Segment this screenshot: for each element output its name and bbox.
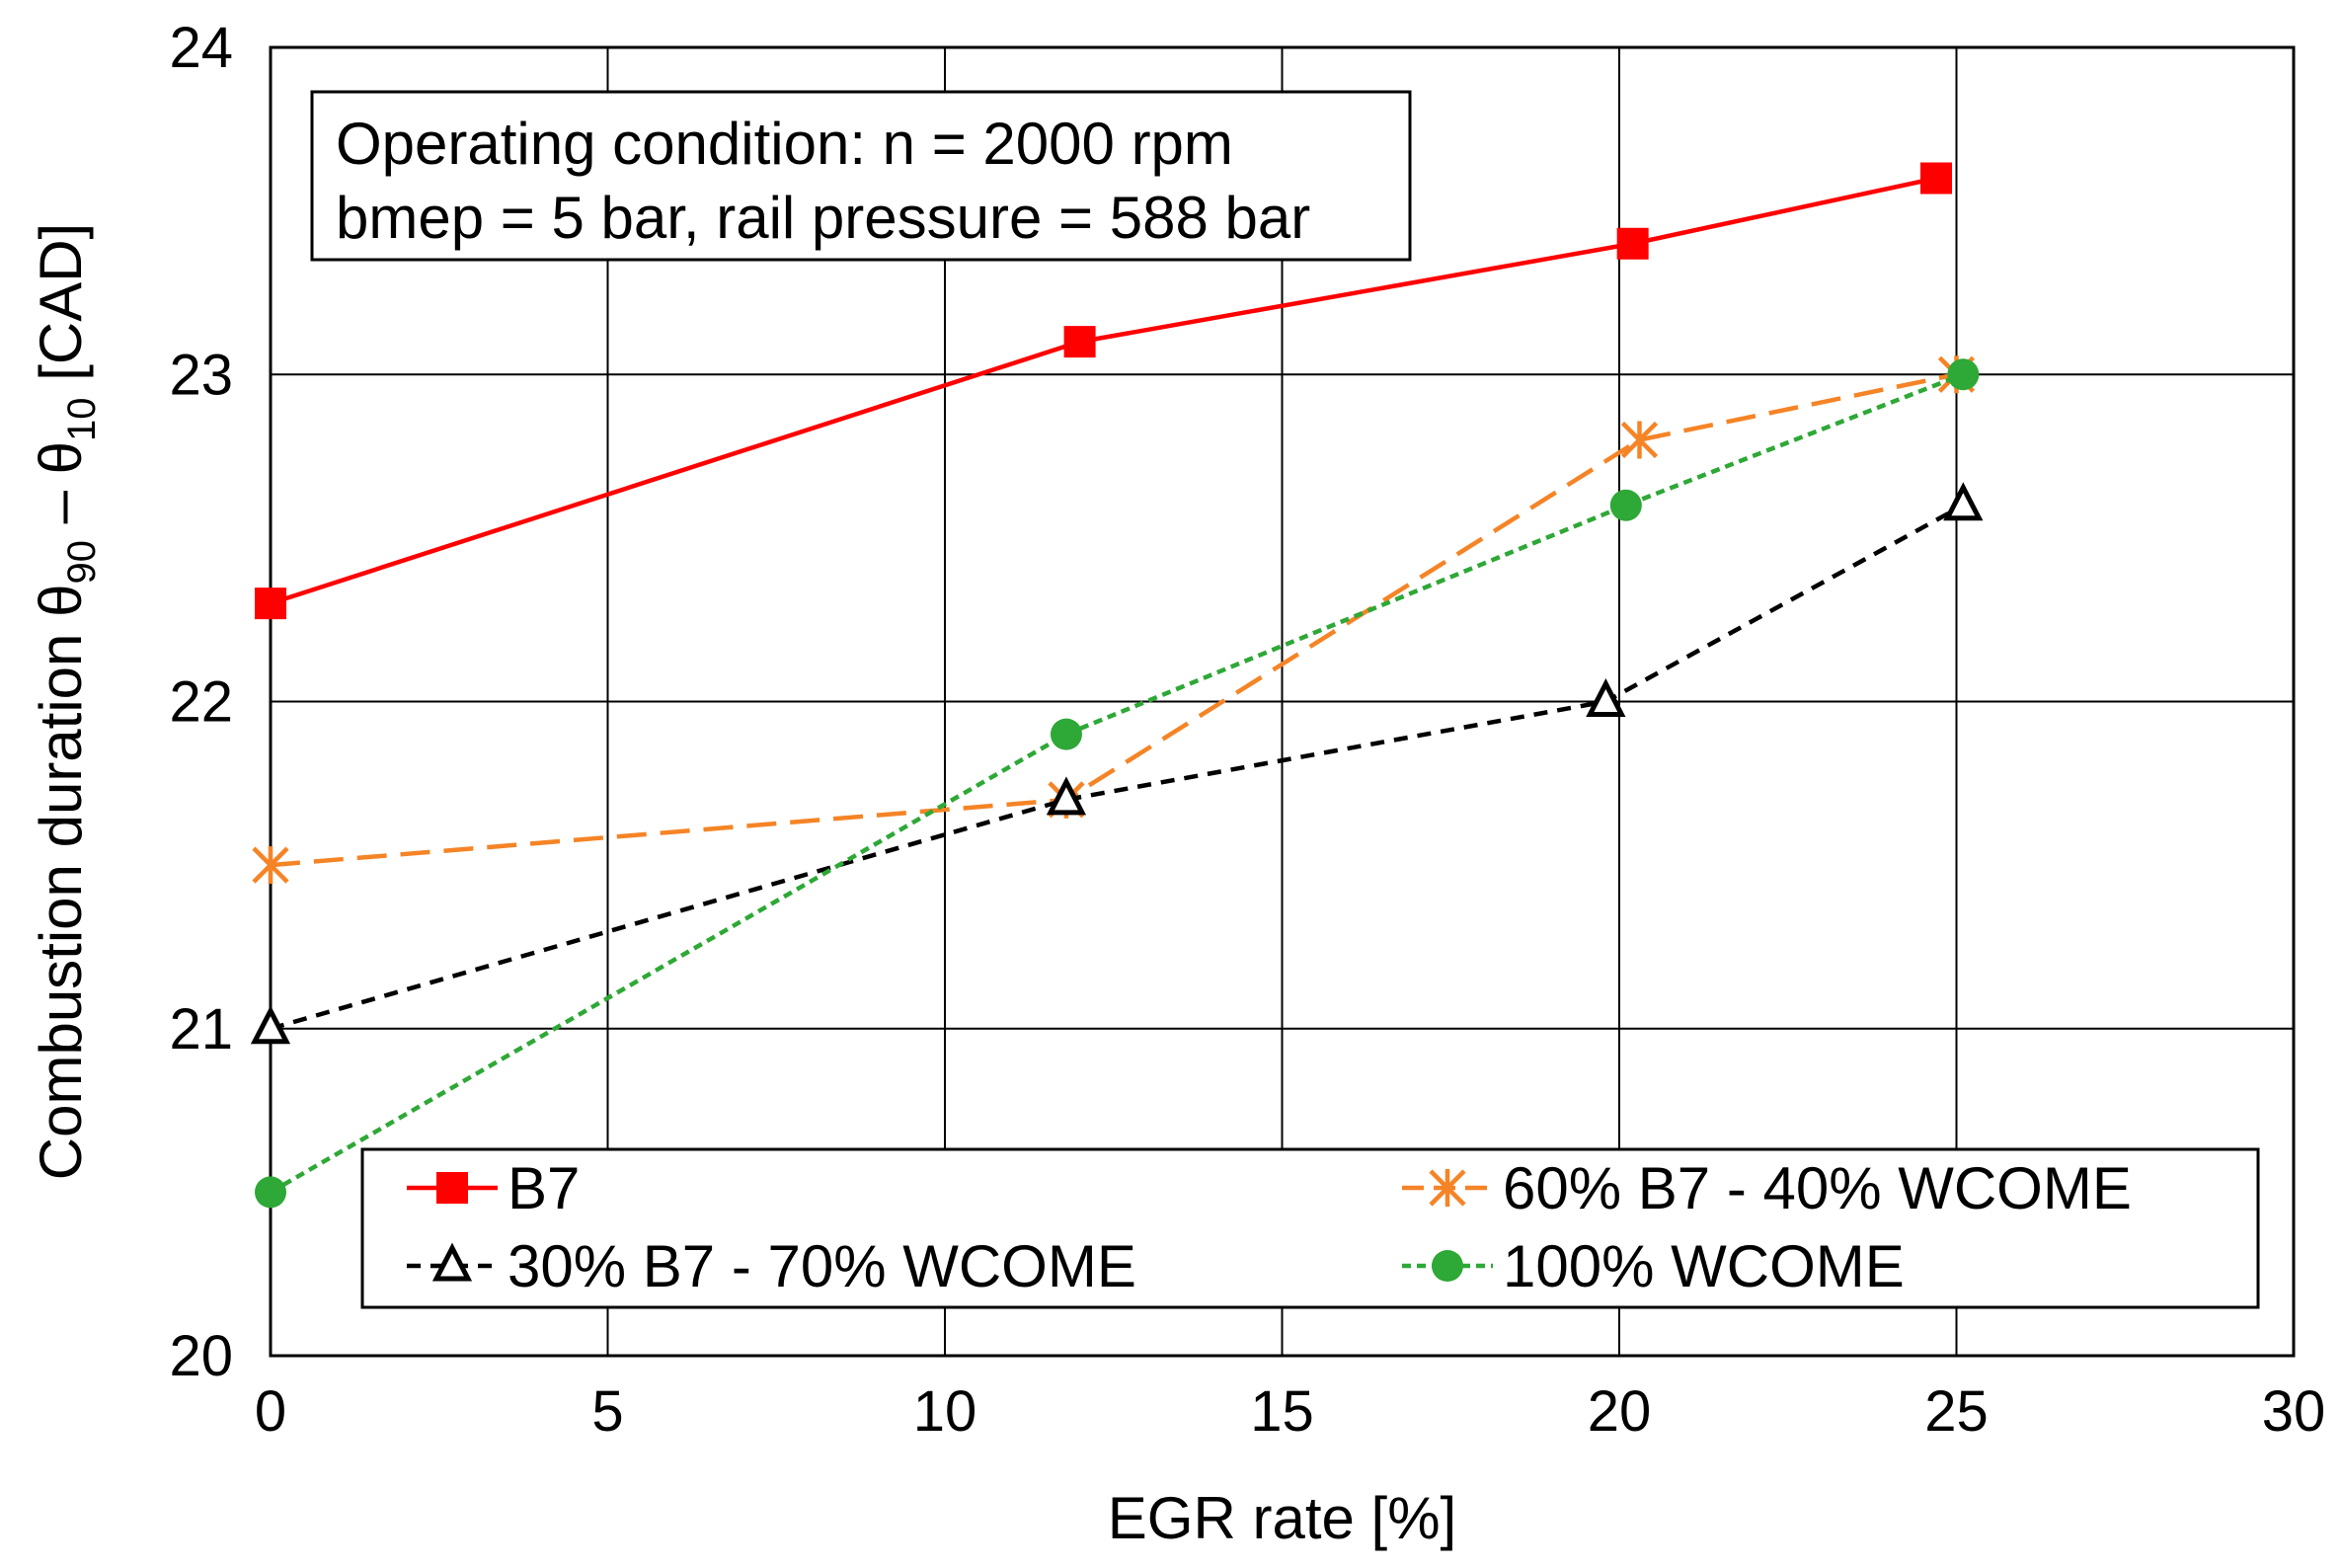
legend-entry-b7: B7 — [407, 1155, 580, 1221]
y-axis-label-mid: – θ — [28, 441, 94, 540]
legend: B7 60% B7 - 40% WCOME 30% B7 - 70% WCOME 10… — [360, 1147, 2260, 1309]
series-b7 — [255, 162, 1953, 620]
data-point-b7 — [1616, 227, 1649, 260]
legend-entry-60pct-b7-40pct-wcome: 60% B7 - 40% WCOME — [1402, 1155, 2132, 1221]
y-axis-label: Combustion duration θ90 – θ10 [CAD] — [28, 223, 104, 1180]
x-axis-label: EGR rate [%] — [1108, 1485, 1456, 1551]
y-tick-label: 23 — [169, 343, 233, 407]
annotation-box — [310, 90, 1412, 262]
y-axis-label-sub2: 10 — [60, 397, 104, 441]
legend-label: B7 — [507, 1155, 580, 1221]
legend-box — [360, 1147, 2260, 1309]
data-point-100pct-wcome — [1947, 358, 1980, 391]
legend-entry-30pct-b7-70pct-wcome: 30% B7 - 70% WCOME — [407, 1233, 1136, 1299]
series-line-100pct-wcome — [269, 372, 1965, 1195]
x-tick-label: 20 — [1588, 1379, 1652, 1444]
data-point-100pct-wcome — [1050, 718, 1082, 750]
legend-marker — [436, 1172, 468, 1204]
plot-frame — [269, 45, 2296, 1358]
legend-entry-100pct-wcome: 100% WCOME — [1402, 1233, 1905, 1299]
data-point-b7 — [255, 588, 286, 620]
legend-marker — [1429, 1169, 1466, 1207]
y-tick-label: 21 — [169, 997, 233, 1061]
data-point-30pct-b7-70pct-wcome — [1586, 678, 1626, 717]
legend-marker — [1432, 1250, 1463, 1282]
y-axis-label-tail: [CAD] — [28, 223, 94, 398]
tick-labels: 0 5 10 15 20 25 30 20 21 22 23 24 — [169, 16, 2325, 1444]
data-point-60pct-b7-40pct-wcome — [1620, 421, 1659, 459]
series-layer — [250, 162, 1984, 1209]
data-point-30pct-b7-70pct-wcome — [1943, 482, 1984, 521]
annotation-line-2: bmep = 5 bar, rail pressure = 588 bar — [336, 185, 1310, 251]
data-point-30pct-b7-70pct-wcome — [1046, 776, 1087, 816]
x-tick-label: 10 — [913, 1379, 977, 1444]
legend-label: 30% B7 - 70% WCOME — [507, 1233, 1136, 1299]
y-axis-label-sub1: 90 — [60, 540, 104, 585]
y-tick-label: 24 — [169, 16, 233, 80]
series-30pct-b7-70pct-wcome — [250, 482, 1984, 1045]
legend-label: 60% B7 - 40% WCOME — [1503, 1155, 2132, 1221]
data-point-100pct-wcome — [1609, 489, 1642, 521]
legend-marker — [431, 1242, 473, 1282]
y-axis-label-main: Combustion duration θ — [28, 585, 94, 1181]
series-line-60pct-b7-40pct-wcome — [270, 372, 1957, 868]
series-line-30pct-b7-70pct-wcome — [270, 503, 1965, 1031]
x-tick-label: 15 — [1250, 1379, 1314, 1444]
series-100pct-wcome — [255, 358, 1980, 1209]
x-tick-label: 5 — [591, 1379, 623, 1444]
x-tick-label: 30 — [2262, 1379, 2326, 1444]
data-point-b7 — [1920, 162, 1953, 195]
series-line-b7 — [270, 176, 1937, 606]
annotation-line-1: Operating condition: n = 2000 rpm — [336, 111, 1233, 177]
legend-entries: B7 60% B7 - 40% WCOME 30% B7 - 70% WCOME 10… — [407, 1155, 2132, 1299]
legend-label: 100% WCOME — [1503, 1233, 1905, 1299]
operating-condition-box: Operating condition: n = 2000 rpm bmep =… — [310, 90, 1412, 262]
data-point-60pct-b7-40pct-wcome — [252, 846, 289, 885]
data-point-b7 — [1063, 326, 1096, 358]
y-tick-label: 20 — [169, 1324, 233, 1388]
x-tick-label: 25 — [1924, 1379, 1989, 1444]
data-point-30pct-b7-70pct-wcome — [250, 1005, 291, 1045]
x-tick-label: 0 — [255, 1379, 286, 1444]
data-point-100pct-wcome — [255, 1176, 286, 1209]
y-tick-label: 22 — [169, 670, 233, 735]
